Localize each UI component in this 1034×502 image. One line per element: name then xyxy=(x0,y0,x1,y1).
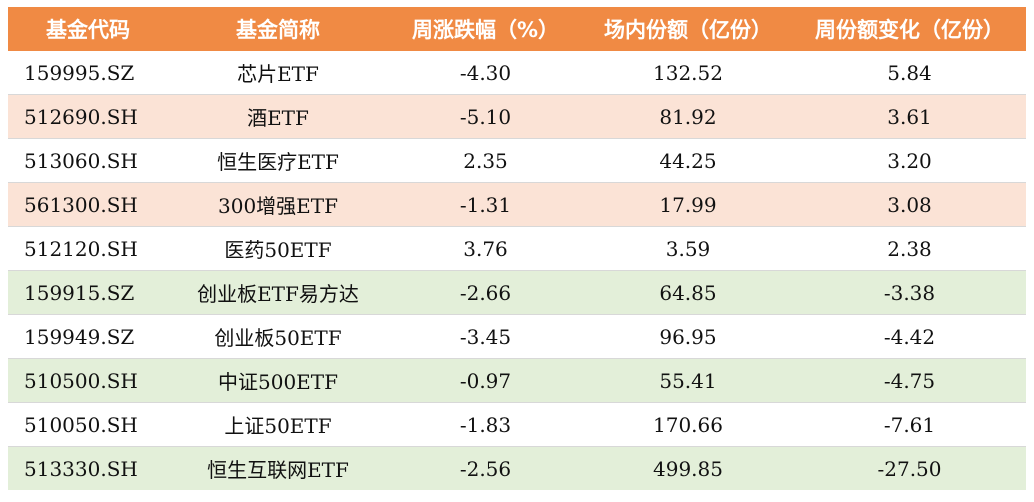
cell-fund-name: 医药50ETF xyxy=(168,226,388,271)
cell-fund-code: 510050.SH xyxy=(8,402,168,447)
table-row: 159949.SZ 创业板50ETF -3.45 96.95 -4.42 xyxy=(8,314,1026,359)
cell-shares: 132.52 xyxy=(583,51,793,95)
cell-fund-name: 恒生医疗ETF xyxy=(168,138,388,183)
header-weekly-change: 周涨跌幅（%） xyxy=(388,7,583,51)
cell-share-change: -4.42 xyxy=(793,314,1026,359)
table-row: 510500.SH 中证500ETF -0.97 55.41 -4.75 xyxy=(8,358,1026,403)
cell-weekly-change: -0.97 xyxy=(388,358,583,403)
cell-fund-name: 芯片ETF xyxy=(168,51,388,95)
cell-fund-code: 159949.SZ xyxy=(8,314,168,359)
cell-fund-code: 513330.SH xyxy=(8,446,168,490)
table-row: 513060.SH 恒生医疗ETF 2.35 44.25 3.20 xyxy=(8,138,1026,183)
table-body: 159995.SZ 芯片ETF -4.30 132.52 5.84 512690.SH 酒E… xyxy=(8,51,1026,490)
cell-shares: 170.66 xyxy=(583,402,793,447)
cell-share-change: -4.75 xyxy=(793,358,1026,403)
etf-share-table: 基金代码 基金简称 周涨跌幅（%） 场内份额（亿份） 周份额变化（亿份） 159… xyxy=(8,7,1026,490)
table-row: 512690.SH 酒ETF -5.10 81.92 3.61 xyxy=(8,94,1026,139)
cell-shares: 3.59 xyxy=(583,226,793,271)
cell-share-change: 3.08 xyxy=(793,182,1026,227)
table-row: 159995.SZ 芯片ETF -4.30 132.52 5.84 xyxy=(8,51,1026,95)
cell-fund-code: 513060.SH xyxy=(8,138,168,183)
cell-fund-name: 酒ETF xyxy=(168,94,388,139)
cell-share-change: -27.50 xyxy=(793,446,1026,490)
table-header: 基金代码 基金简称 周涨跌幅（%） 场内份额（亿份） 周份额变化（亿份） xyxy=(8,7,1026,51)
cell-fund-code: 512690.SH xyxy=(8,94,168,139)
cell-weekly-change: 2.35 xyxy=(388,138,583,183)
header-row: 基金代码 基金简称 周涨跌幅（%） 场内份额（亿份） 周份额变化（亿份） xyxy=(8,7,1026,51)
cell-fund-name: 中证500ETF xyxy=(168,358,388,403)
table-row: 510050.SH 上证50ETF -1.83 170.66 -7.61 xyxy=(8,402,1026,447)
header-fund-code: 基金代码 xyxy=(8,7,168,51)
cell-share-change: 3.61 xyxy=(793,94,1026,139)
cell-fund-name: 上证50ETF xyxy=(168,402,388,447)
cell-share-change: -3.38 xyxy=(793,270,1026,315)
cell-share-change: 5.84 xyxy=(793,51,1026,95)
cell-shares: 44.25 xyxy=(583,138,793,183)
cell-shares: 55.41 xyxy=(583,358,793,403)
table-row: 561300.SH 300增强ETF -1.31 17.99 3.08 xyxy=(8,182,1026,227)
cell-share-change: -7.61 xyxy=(793,402,1026,447)
cell-weekly-change: -5.10 xyxy=(388,94,583,139)
table-row: 159915.SZ 创业板ETF易方达 -2.66 64.85 -3.38 xyxy=(8,270,1026,315)
cell-fund-name: 恒生互联网ETF xyxy=(168,446,388,490)
cell-fund-code: 159915.SZ xyxy=(8,270,168,315)
header-shares: 场内份额（亿份） xyxy=(583,7,793,51)
cell-fund-name: 创业板50ETF xyxy=(168,314,388,359)
cell-weekly-change: -1.83 xyxy=(388,402,583,447)
cell-shares: 81.92 xyxy=(583,94,793,139)
cell-fund-code: 561300.SH xyxy=(8,182,168,227)
cell-shares: 96.95 xyxy=(583,314,793,359)
etf-share-table-container: 基金代码 基金简称 周涨跌幅（%） 场内份额（亿份） 周份额变化（亿份） 159… xyxy=(8,7,1026,490)
cell-fund-code: 510500.SH xyxy=(8,358,168,403)
cell-shares: 499.85 xyxy=(583,446,793,490)
cell-weekly-change: -1.31 xyxy=(388,182,583,227)
cell-weekly-change: -4.30 xyxy=(388,51,583,95)
cell-weekly-change: 3.76 xyxy=(388,226,583,271)
cell-share-change: 3.20 xyxy=(793,138,1026,183)
cell-share-change: 2.38 xyxy=(793,226,1026,271)
table-row: 512120.SH 医药50ETF 3.76 3.59 2.38 xyxy=(8,226,1026,271)
cell-fund-name: 创业板ETF易方达 xyxy=(168,270,388,315)
cell-shares: 17.99 xyxy=(583,182,793,227)
cell-shares: 64.85 xyxy=(583,270,793,315)
cell-weekly-change: -2.56 xyxy=(388,446,583,490)
cell-weekly-change: -3.45 xyxy=(388,314,583,359)
header-share-change: 周份额变化（亿份） xyxy=(793,7,1026,51)
table-row: 513330.SH 恒生互联网ETF -2.56 499.85 -27.50 xyxy=(8,446,1026,490)
cell-weekly-change: -2.66 xyxy=(388,270,583,315)
cell-fund-code: 512120.SH xyxy=(8,226,168,271)
cell-fund-name: 300增强ETF xyxy=(168,182,388,227)
cell-fund-code: 159995.SZ xyxy=(8,51,168,95)
header-fund-name: 基金简称 xyxy=(168,7,388,51)
